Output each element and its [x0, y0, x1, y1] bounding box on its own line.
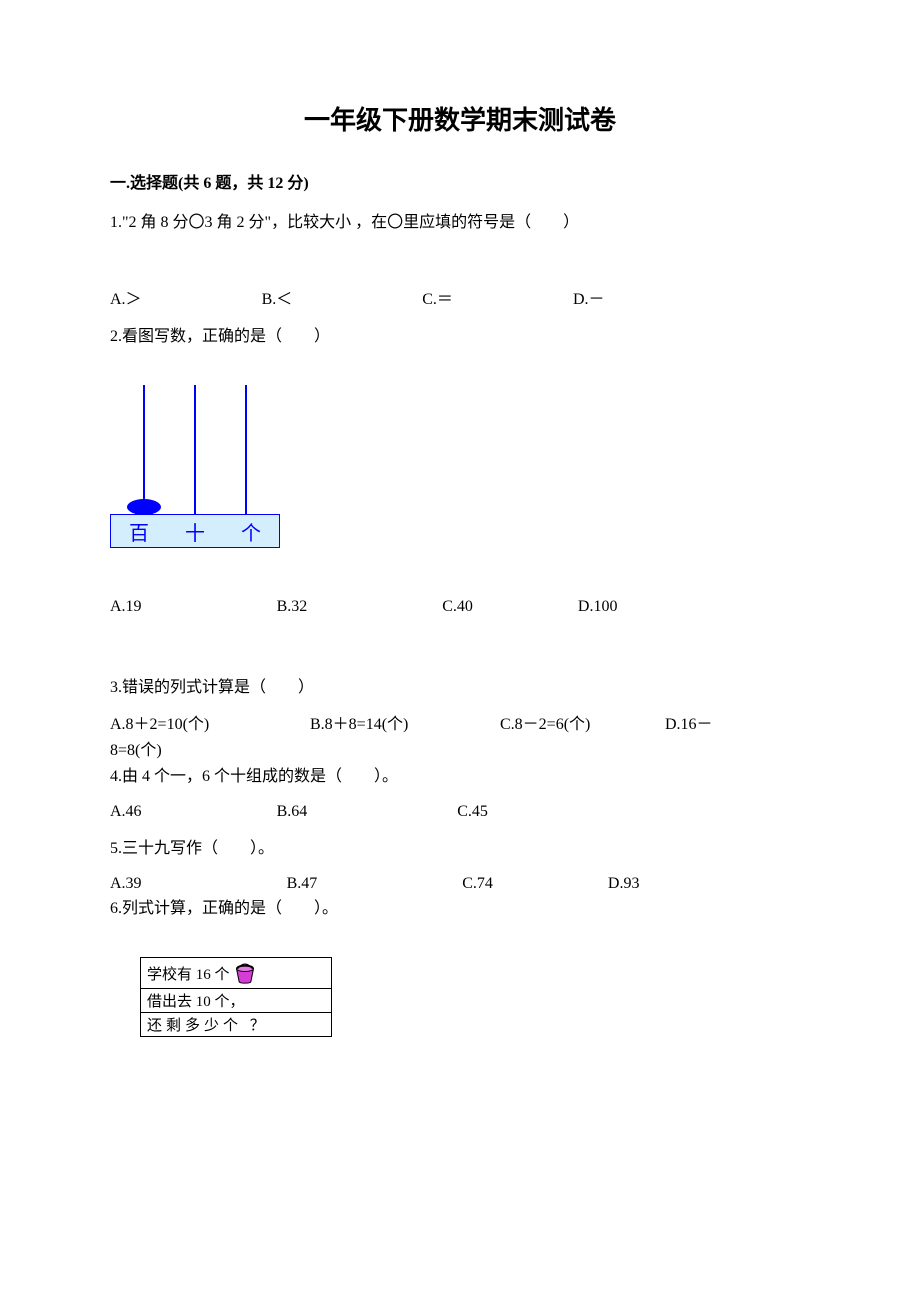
question-4-text: 4.由 4 个一，6 个十组成的数是（ ）。: [110, 765, 810, 789]
question-3-options: A.8＋2=10(个) B.8＋8=14(个) C.8－2=6(个) D.16－…: [110, 712, 810, 763]
problem-box-line3: 还剩多少个 ？: [141, 1013, 331, 1036]
q4-option-b: B.64: [277, 803, 308, 821]
question-1-text: 1."2 角 8 分〇3 角 2 分"，比较大小 ，在〇里应填的符号是（ ）: [110, 211, 810, 235]
q1-option-c: C.＝: [422, 285, 453, 309]
bucket-icon: [232, 962, 258, 984]
abacus-label-tens: 十: [185, 517, 205, 546]
question-6-text: 6.列式计算，正确的是（ ）。: [110, 897, 810, 921]
abacus-label-ones: 个: [241, 517, 261, 546]
question-3-text: 3.错误的列式计算是（ ）: [110, 676, 810, 700]
q2-option-a: A.19: [110, 598, 142, 616]
q3-option-d-part2: 8=8(个): [110, 738, 810, 764]
problem-box-line2: 借出去 10 个，: [141, 989, 331, 1013]
question-4-options: A.46 B.64 C.45: [110, 803, 810, 821]
problem-box-row1: 学校有 16 个: [141, 958, 331, 989]
q5-option-d: D.93: [608, 875, 640, 893]
q2-option-c: C.40: [442, 598, 473, 616]
q5-option-b: B.47: [287, 875, 318, 893]
q1-option-b: B.＜: [262, 285, 293, 309]
abacus-rod-ones: [245, 385, 247, 515]
question-2-options: A.19 B.32 C.40 D.100: [110, 598, 810, 616]
page: 一年级下册数学期末测试卷 一.选择题(共 6 题，共 12 分) 1."2 角 …: [0, 0, 920, 1302]
q5-option-c: C.74: [462, 875, 493, 893]
q3-option-c: C.8－2=6(个): [500, 712, 665, 738]
abacus-base: 百 十 个: [110, 514, 280, 548]
q4-option-a: A.46: [110, 803, 142, 821]
q5-option-a: A.39: [110, 875, 142, 893]
q1-option-d: D.－: [573, 285, 605, 309]
section-header: 一.选择题(共 6 题，共 12 分): [110, 169, 810, 193]
abacus-rods: [110, 385, 280, 515]
q3-option-b: B.8＋8=14(个): [310, 712, 500, 738]
q1-option-a: A.＞: [110, 285, 142, 309]
abacus-label-hundreds: 百: [129, 517, 149, 546]
abacus-rod-hundreds: [143, 385, 145, 515]
q3-option-d-part1: D.16－: [665, 712, 713, 738]
question-5-options: A.39 B.47 C.74 D.93: [110, 875, 810, 893]
abacus-figure: 百 十 个: [110, 385, 810, 548]
q2-option-d: D.100: [578, 598, 618, 616]
problem-box-line1-text: 学校有 16 个: [147, 963, 230, 984]
abacus-rod-tens: [194, 385, 196, 515]
question-2-text: 2.看图写数，正确的是（ ）: [110, 325, 810, 349]
q3-option-a: A.8＋2=10(个): [110, 712, 310, 738]
word-problem-box: 学校有 16 个 借出去 10 个， 还剩多少个 ？: [140, 957, 810, 1037]
page-title: 一年级下册数学期末测试卷: [110, 100, 810, 137]
abacus-bead: [127, 499, 161, 515]
q2-option-b: B.32: [277, 598, 308, 616]
question-5-text: 5.三十九写作（ ）。: [110, 837, 810, 861]
question-1-options: A.＞ B.＜ C.＝ D.－: [110, 285, 810, 309]
q4-option-c: C.45: [457, 803, 488, 821]
